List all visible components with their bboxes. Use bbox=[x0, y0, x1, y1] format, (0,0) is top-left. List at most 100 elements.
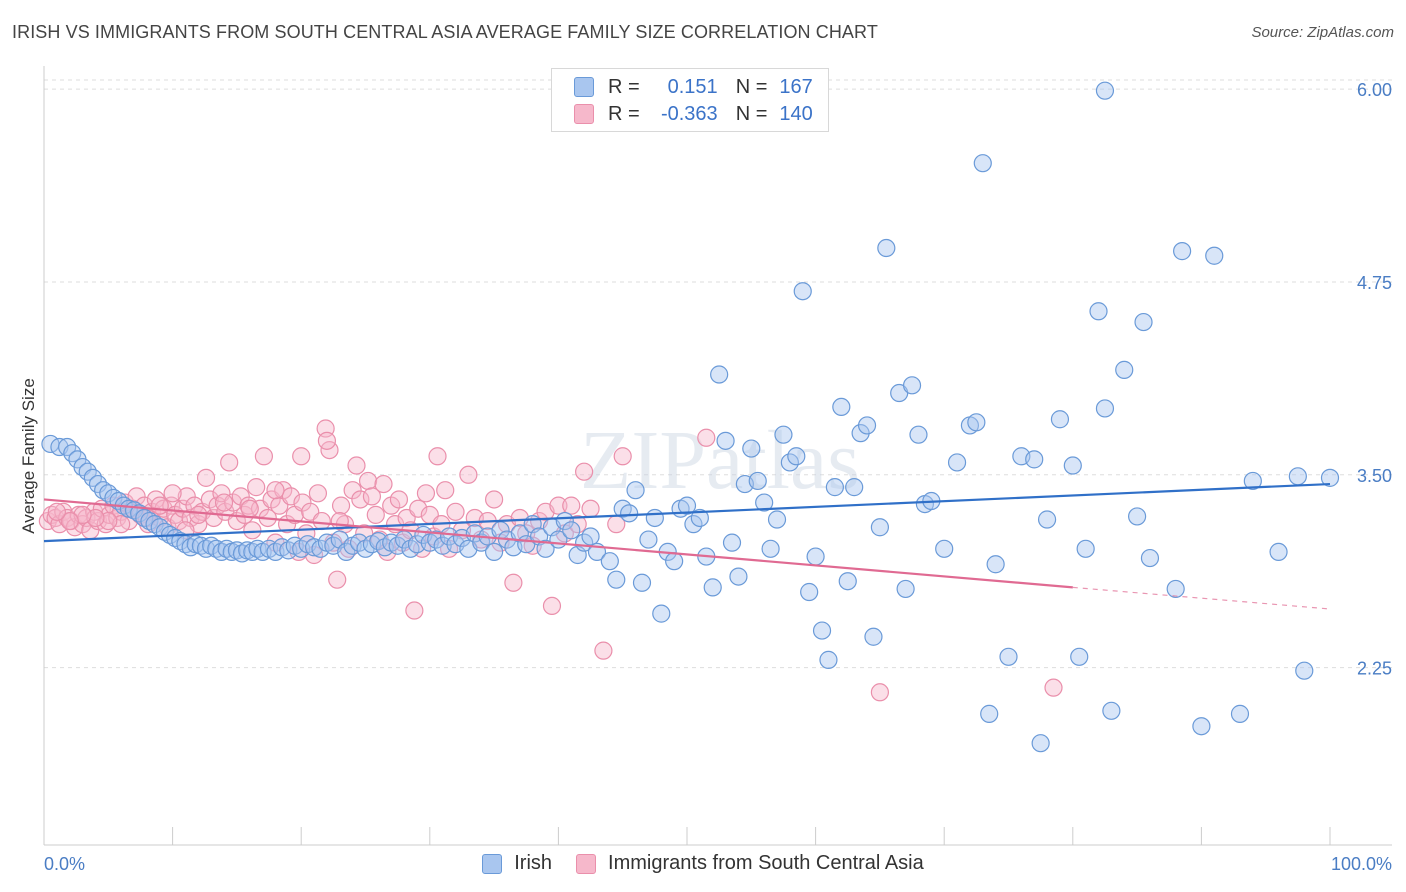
imm-point-63 bbox=[281, 487, 301, 506]
irish-point-97 bbox=[626, 481, 645, 500]
imm-point-125 bbox=[575, 462, 594, 481]
imm-point-95 bbox=[405, 601, 424, 620]
imm-point-79 bbox=[343, 481, 362, 500]
imm-point-80 bbox=[347, 456, 366, 475]
x-tick-min: 0.0% bbox=[44, 854, 85, 874]
irish-point-148 bbox=[980, 704, 999, 723]
irish-n-value: 167 bbox=[779, 75, 813, 98]
irish-point-174 bbox=[1295, 661, 1314, 680]
irish-point-171 bbox=[1243, 471, 1262, 491]
imm-trend-line bbox=[43, 498, 1073, 589]
irish-point-130 bbox=[838, 572, 857, 591]
irish-point-126 bbox=[812, 621, 832, 640]
imm-point-121 bbox=[549, 496, 568, 515]
imm-point-146 bbox=[60, 511, 79, 531]
imm-point-75 bbox=[328, 570, 347, 589]
imm-point-84 bbox=[362, 487, 382, 506]
imm-n-value: 140 bbox=[779, 102, 813, 125]
irish-point-109 bbox=[703, 578, 722, 597]
irish-point-143 bbox=[935, 539, 954, 558]
irish-point-99 bbox=[639, 530, 658, 549]
irish-point-122 bbox=[787, 447, 806, 466]
imm-point-136 bbox=[214, 493, 234, 512]
irish-point-112 bbox=[722, 533, 742, 552]
imm-trend-extension bbox=[1072, 586, 1331, 610]
irish-point-30 bbox=[202, 536, 221, 555]
irish-point-24 bbox=[171, 532, 190, 551]
imm-point-96 bbox=[409, 499, 428, 518]
irish-trend-line bbox=[43, 482, 1331, 543]
irish-point-139 bbox=[902, 376, 922, 395]
irish-point-105 bbox=[677, 496, 697, 515]
irish-point-125 bbox=[806, 547, 825, 566]
irish-point-111 bbox=[716, 431, 735, 450]
irish-point-113 bbox=[729, 567, 748, 586]
imm-r-label: R = bbox=[608, 102, 640, 125]
irish-point-93 bbox=[600, 552, 619, 571]
irish-point-94 bbox=[607, 570, 626, 589]
correlation-legend: R = 0.151 N = 167 R = -0.363 N = 140 bbox=[551, 68, 829, 132]
irish-point-117 bbox=[755, 493, 774, 512]
legend-row-irish: R = 0.151 N = 167 bbox=[574, 74, 813, 100]
irish-point-128 bbox=[825, 478, 844, 497]
irish-point-129 bbox=[832, 397, 851, 417]
irish-point-110 bbox=[710, 365, 729, 384]
irish-point-168 bbox=[1192, 717, 1211, 736]
irish-point-96 bbox=[620, 504, 639, 523]
irish-point-166 bbox=[1166, 579, 1185, 599]
irish-point-152 bbox=[1025, 450, 1044, 469]
irish-point-116 bbox=[748, 471, 767, 491]
imm-point-81 bbox=[351, 490, 370, 509]
y-tick-label-3: 6.00 bbox=[1357, 80, 1392, 100]
imm-series bbox=[38, 419, 1063, 702]
imm-point-47 bbox=[220, 453, 239, 472]
irish-swatch bbox=[574, 77, 594, 97]
imm-n-label: N = bbox=[735, 102, 768, 125]
imm-point-36 bbox=[177, 487, 196, 506]
irish-point-134 bbox=[864, 627, 883, 646]
irish-point-160 bbox=[1095, 399, 1115, 418]
imm-point-53 bbox=[243, 521, 262, 540]
legend-item-imm: Immigrants from South Central Asia bbox=[576, 852, 924, 875]
series-legend: Irish Immigrants from South Central Asia bbox=[0, 852, 1406, 875]
imm-point-105 bbox=[446, 502, 465, 521]
imm-point-111 bbox=[485, 490, 504, 509]
irish-point-150 bbox=[999, 647, 1018, 666]
irish-point-147 bbox=[973, 154, 992, 173]
irish-r-value: 0.151 bbox=[667, 75, 718, 98]
irish-point-154 bbox=[1037, 510, 1057, 529]
imm-point-70 bbox=[308, 484, 328, 503]
irish-point-88 bbox=[562, 521, 581, 540]
imm-point-120 bbox=[542, 596, 562, 616]
legend-item-irish: Irish bbox=[482, 852, 552, 875]
irish-point-131 bbox=[845, 478, 864, 497]
y-tick-label-0: 2.25 bbox=[1357, 659, 1392, 679]
irish-point-135 bbox=[870, 518, 890, 537]
irish-point-165 bbox=[1140, 548, 1160, 568]
y-axis-label: Average Family Size bbox=[19, 378, 38, 534]
irish-point-158 bbox=[1076, 539, 1095, 558]
legend-row-imm: R = -0.363 N = 140 bbox=[574, 101, 813, 127]
imm-point-66 bbox=[293, 493, 312, 512]
irish-r-label: R = bbox=[608, 75, 640, 98]
imm-point-83 bbox=[358, 471, 378, 491]
irish-point-155 bbox=[1050, 410, 1070, 429]
imm-point-126 bbox=[581, 499, 600, 518]
imm-point-131 bbox=[292, 447, 311, 466]
imm-point-56 bbox=[254, 447, 274, 466]
y-tick-label-1: 3.50 bbox=[1357, 466, 1392, 486]
imm-point-123 bbox=[562, 496, 581, 515]
irish-point-18 bbox=[140, 511, 159, 531]
imm-point-114 bbox=[504, 573, 523, 592]
irish-point-163 bbox=[1127, 507, 1147, 526]
imm-point-140 bbox=[163, 484, 182, 503]
irish-point-98 bbox=[632, 573, 652, 592]
irish-point-167 bbox=[1173, 242, 1192, 261]
imm-swatch bbox=[574, 104, 594, 124]
imm-legend-label: Immigrants from South Central Asia bbox=[608, 852, 924, 874]
source-credit: Source: ZipAtlas.com bbox=[1251, 24, 1394, 41]
imm-r-value: -0.363 bbox=[660, 102, 718, 125]
irish-point-169 bbox=[1205, 246, 1224, 265]
imm-point-147 bbox=[47, 502, 66, 521]
